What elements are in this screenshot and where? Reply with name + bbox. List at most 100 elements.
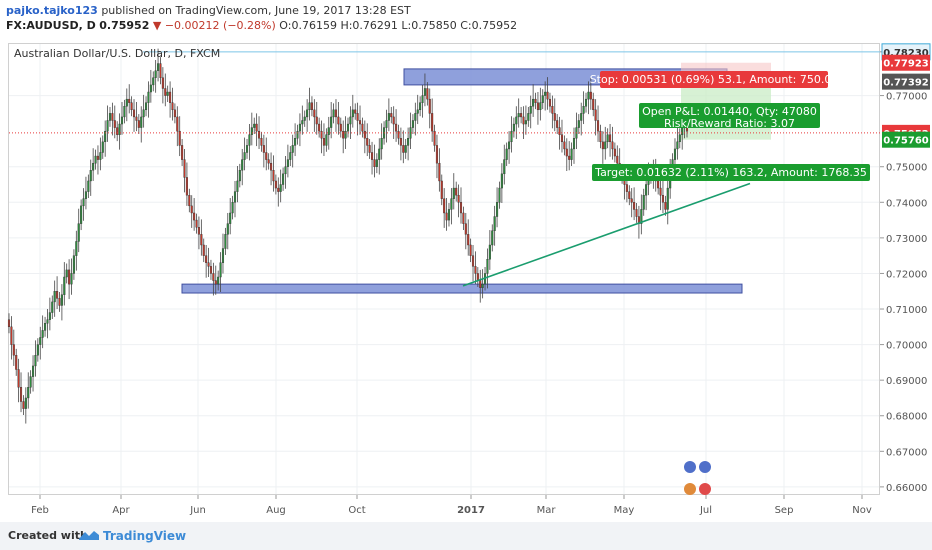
candle-body xyxy=(29,376,32,388)
candle-body xyxy=(301,120,304,125)
candle-body xyxy=(274,180,277,189)
candle-body xyxy=(19,387,23,402)
x-tick-label: Apr xyxy=(112,505,130,516)
candle-body xyxy=(363,130,366,139)
candle-body xyxy=(594,109,597,121)
tradingview-brand[interactable]: TradingView xyxy=(103,529,187,543)
candle-body xyxy=(154,70,157,78)
candle-body xyxy=(15,355,18,370)
candle-body xyxy=(534,98,537,103)
candle-body xyxy=(450,198,453,210)
candle-body xyxy=(197,227,200,235)
candle-body xyxy=(282,173,285,185)
candle-body xyxy=(522,116,525,125)
x-tick-label: 2017 xyxy=(457,505,485,516)
candle-body xyxy=(500,173,503,189)
candle-body xyxy=(152,77,155,86)
y-tick-label: 0.77000 xyxy=(886,92,927,103)
candle-body xyxy=(387,113,390,121)
candle-body xyxy=(255,123,258,132)
candle-body xyxy=(320,130,323,139)
candle-body xyxy=(245,145,249,153)
candle-body xyxy=(34,355,37,367)
candle-body xyxy=(496,202,499,217)
price-chart[interactable]: Stop: 0.00531 (0.69%) 53.1, Amount: 750.… xyxy=(0,0,932,522)
candle-body xyxy=(361,123,364,132)
candle-body xyxy=(462,212,465,224)
candle-body xyxy=(536,102,539,111)
candle-body xyxy=(330,116,333,128)
candle-body xyxy=(616,155,619,164)
candle-body xyxy=(248,134,251,146)
candle-body xyxy=(24,397,27,409)
candle-body xyxy=(104,130,107,143)
candle-body xyxy=(563,141,566,150)
candle-body xyxy=(140,116,143,128)
candle-body xyxy=(371,152,374,160)
candle-body xyxy=(60,294,63,306)
candle-body xyxy=(200,234,203,246)
author-link[interactable]: pajko.tajko123 xyxy=(6,4,98,17)
candle-body xyxy=(27,387,30,399)
candle-body xyxy=(642,194,645,210)
price-label: 0.77923 xyxy=(883,59,929,70)
candle-body xyxy=(510,130,513,143)
price-label-bg xyxy=(882,73,930,90)
candle-body xyxy=(224,234,227,249)
candle-body xyxy=(137,120,140,128)
chart-frame[interactable] xyxy=(8,43,880,495)
candle-body xyxy=(380,138,383,150)
candle-body xyxy=(375,159,378,167)
candle-body xyxy=(565,148,568,157)
candle-body xyxy=(532,98,535,107)
candle-body xyxy=(65,269,68,278)
candle-body xyxy=(12,344,15,356)
candle-body xyxy=(503,159,506,175)
y-axis: 0.66000 0.67000 0.68000 0.69000 0.70000 0.710… xyxy=(880,43,931,494)
stop-label-bg xyxy=(600,71,828,88)
candle-body xyxy=(488,244,491,260)
candle-body xyxy=(51,301,54,313)
candle-body xyxy=(56,291,59,299)
candle-body xyxy=(587,91,590,100)
x-tick-label: Jul xyxy=(699,505,712,516)
candle-body xyxy=(515,116,518,125)
x-tick-label: Feb xyxy=(31,505,49,516)
candle-body xyxy=(325,134,328,146)
candle-body xyxy=(481,283,484,288)
target-label-text: Target: 0.01632 (2.11%) 163.2, Amount: 1… xyxy=(594,166,867,179)
x-tick-label: Jun xyxy=(189,505,206,516)
x-tick-label: Oct xyxy=(348,505,365,516)
candle-body xyxy=(169,91,172,103)
candle-body xyxy=(423,88,426,96)
x-tick-label: Sep xyxy=(775,505,794,516)
candle-body xyxy=(548,98,551,107)
candle-body xyxy=(48,312,51,320)
candle-body xyxy=(584,98,588,107)
candle-body xyxy=(265,152,268,160)
y-tick-label: 0.75000 xyxy=(886,163,927,174)
candle-body xyxy=(661,194,664,203)
candle-body xyxy=(289,152,292,160)
candle-body xyxy=(611,141,614,150)
candle-body xyxy=(678,134,681,143)
symbol-line: FX:AUDUSD, D 0.75952 ▼ −0.00212 (−0.28%)… xyxy=(6,19,517,32)
candle-body xyxy=(286,159,289,167)
candle-body xyxy=(80,205,83,224)
candle-body xyxy=(339,123,342,132)
candle-body xyxy=(599,130,602,143)
candle-body xyxy=(356,113,359,121)
candle-body xyxy=(125,98,128,107)
candle-body xyxy=(87,180,90,192)
candle-body xyxy=(145,102,148,111)
down-arrow-icon: ▼ xyxy=(152,19,162,32)
candle-body xyxy=(378,148,381,160)
price-change: −0.00212 (−0.28%) xyxy=(164,19,276,32)
candle-body xyxy=(327,127,330,135)
candle-body xyxy=(202,244,205,256)
y-tick-label: 0.73000 xyxy=(886,234,927,245)
last-price: 0.75952 xyxy=(99,19,150,32)
candle-body xyxy=(185,177,188,196)
candle-body xyxy=(277,187,280,192)
candle-body xyxy=(108,113,112,121)
